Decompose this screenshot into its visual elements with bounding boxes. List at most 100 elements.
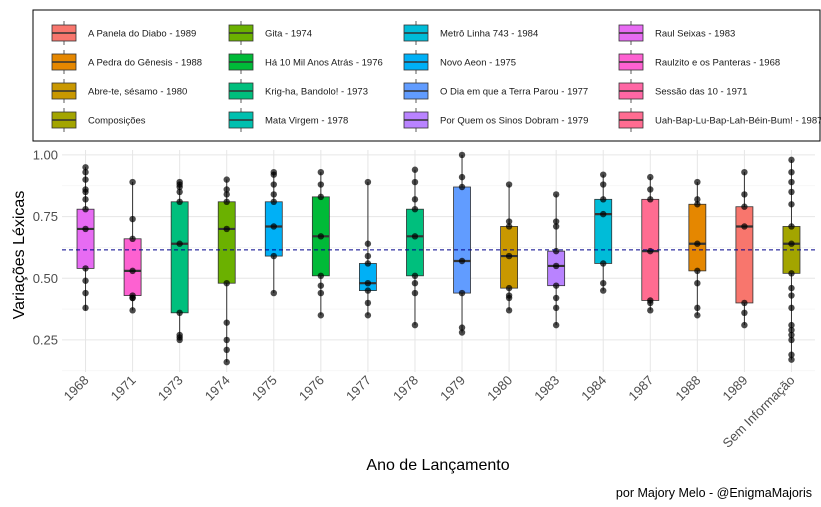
data-point	[552, 321, 560, 329]
data-point	[694, 267, 701, 275]
data-point	[82, 169, 89, 176]
data-point	[788, 356, 795, 363]
data-point	[741, 169, 748, 176]
box-1968	[76, 164, 95, 312]
data-point	[788, 169, 795, 176]
legend-label: Novo Aeon - 1975	[440, 58, 516, 69]
x-tick-label: 1979	[437, 373, 468, 404]
y-tick-label: 0.75	[33, 209, 58, 224]
data-point	[458, 289, 466, 297]
x-tick-label: 1978	[390, 373, 421, 404]
data-point	[788, 292, 795, 299]
x-tick-label: 1974	[202, 373, 233, 404]
data-point	[458, 173, 466, 181]
caption: por Majory Melo - @EnigmaMajoris	[616, 486, 812, 500]
data-point	[411, 272, 419, 279]
legend-label: Metrô Linha 743 - 1984	[440, 29, 538, 40]
data-point	[364, 287, 372, 294]
data-point	[223, 336, 230, 344]
legend-item: Uah-Bap-Lu-Bap-Lah-Béin-Bum! - 1987	[618, 108, 821, 132]
data-point	[788, 336, 795, 344]
data-point	[694, 312, 701, 319]
data-point	[458, 183, 466, 191]
data-point	[317, 282, 325, 289]
legend-item: Abre-te, sésamo - 1980	[51, 79, 187, 103]
data-point	[788, 178, 795, 186]
legend-item: Raul Seixas - 1983	[618, 21, 735, 45]
box-1989	[735, 169, 754, 329]
data-point	[270, 252, 277, 260]
legend-label: Há 10 Mil Anos Atrás - 1976	[265, 58, 383, 69]
data-point	[82, 164, 89, 171]
data-point	[223, 225, 230, 233]
data-point	[600, 196, 607, 203]
legend-label: A Pedra do Gênesis - 1988	[88, 58, 202, 69]
data-point	[82, 289, 89, 297]
data-point	[129, 235, 136, 242]
box-body	[76, 208, 95, 269]
data-point	[411, 321, 419, 329]
y-tick-label: 0.25	[33, 332, 58, 347]
data-point	[223, 176, 230, 183]
data-point	[223, 358, 230, 366]
data-point	[600, 287, 607, 294]
data-point	[694, 240, 701, 247]
legend-item: A Panela do Diabo - 1989	[51, 21, 196, 45]
x-tick-label: 1989	[719, 373, 750, 404]
legend-item: Sessão das 10 - 1971	[618, 79, 747, 103]
x-tick-label: 1980	[484, 373, 515, 404]
data-point	[270, 181, 277, 188]
data-point	[552, 304, 560, 312]
data-point	[788, 331, 795, 339]
data-point	[694, 304, 701, 312]
data-point	[82, 196, 89, 203]
data-point	[788, 304, 795, 312]
data-point	[364, 178, 372, 186]
data-point	[176, 183, 183, 191]
legend-item: O Dia em que a Terra Parou - 1977	[403, 79, 588, 103]
data-point	[364, 260, 372, 267]
data-point	[223, 198, 230, 205]
data-point	[458, 151, 466, 159]
box-body	[735, 206, 754, 304]
data-point	[741, 203, 748, 210]
x-tick-label: 1973	[155, 373, 186, 404]
box-body	[217, 201, 236, 284]
data-point	[552, 262, 560, 270]
box-1980	[500, 181, 518, 314]
box-1979	[453, 151, 471, 336]
data-point	[270, 223, 277, 230]
legend-label: Raulzito e os Panteras - 1968	[655, 58, 780, 69]
y-tick-label: 1.00	[33, 147, 58, 162]
box-body	[123, 238, 142, 296]
data-point	[647, 247, 654, 255]
data-point	[694, 201, 701, 208]
legend-label: A Panela do Diabo - 1989	[88, 29, 196, 40]
x-tick-label: 1971	[108, 373, 139, 404]
box-1973	[170, 178, 189, 344]
data-point	[82, 225, 89, 233]
data-point	[552, 191, 560, 198]
data-point	[411, 196, 419, 203]
legend-item: Gita - 1974	[228, 21, 312, 45]
legend-label: O Dia em que a Terra Parou - 1977	[440, 87, 588, 98]
x-tick-label: 1977	[343, 373, 374, 404]
data-point	[600, 171, 607, 178]
data-point	[176, 188, 183, 196]
data-point	[364, 240, 372, 247]
legend: A Panela do Diabo - 1989 A Pedra do Gênes…	[32, 9, 821, 142]
legend-item: Mata Virgem - 1978	[228, 108, 348, 132]
data-point	[82, 265, 89, 272]
data-point	[505, 284, 513, 292]
data-point	[317, 233, 325, 240]
data-point	[741, 223, 748, 230]
box-body	[359, 263, 377, 292]
x-tick-label: 1984	[578, 373, 609, 404]
data-point	[788, 326, 795, 334]
data-point	[647, 196, 654, 203]
box-1988	[688, 178, 707, 319]
box-1976	[311, 169, 330, 319]
data-point	[694, 196, 701, 203]
x-tick-label: 1968	[61, 373, 92, 404]
box-body	[594, 198, 613, 264]
